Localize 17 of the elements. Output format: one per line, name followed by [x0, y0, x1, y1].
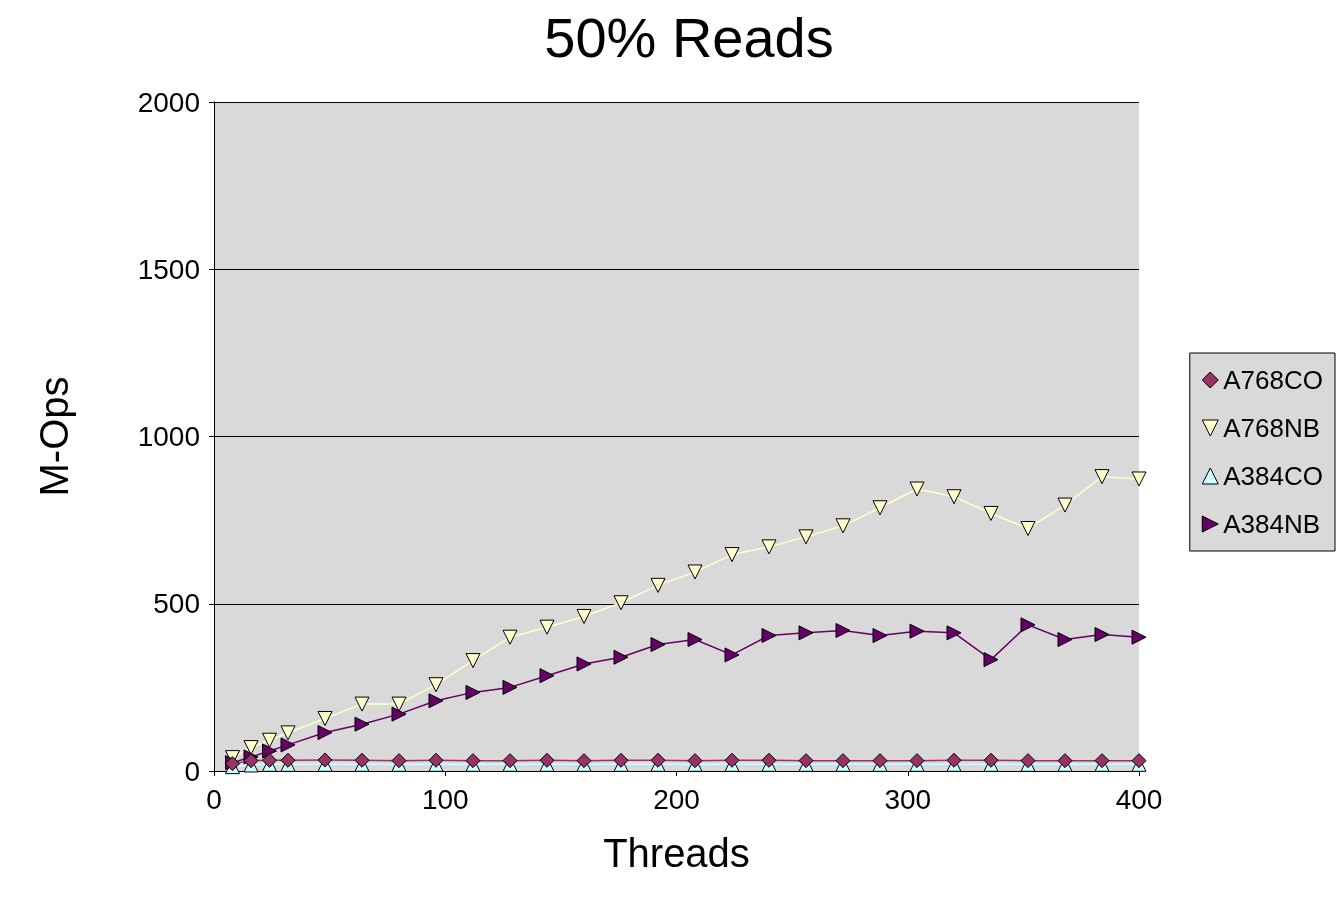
- y-tick-label: 1000: [137, 421, 200, 452]
- x-tick-label: 400: [1115, 783, 1163, 815]
- legend-label: A384CO: [1223, 461, 1324, 491]
- x-tick-label: 0: [206, 783, 222, 815]
- y-axis-title: M-Ops: [32, 376, 76, 497]
- x-tick-label: 200: [653, 783, 700, 815]
- chart-title: 50% Reads: [544, 5, 834, 69]
- x-tick-label: 300: [884, 783, 932, 815]
- legend-label: A384NB: [1223, 509, 1321, 539]
- x-axis-title: Threads: [603, 831, 750, 875]
- y-tick-label: 2000: [137, 86, 200, 118]
- legend-label: A768CO: [1223, 365, 1324, 395]
- y-tick-label: 1500: [137, 253, 200, 285]
- legend-label: A768NB: [1223, 413, 1321, 443]
- y-tick-label: 500: [153, 588, 200, 620]
- y-tick-label: 0: [184, 755, 200, 787]
- x-tick-label: 100: [421, 783, 469, 815]
